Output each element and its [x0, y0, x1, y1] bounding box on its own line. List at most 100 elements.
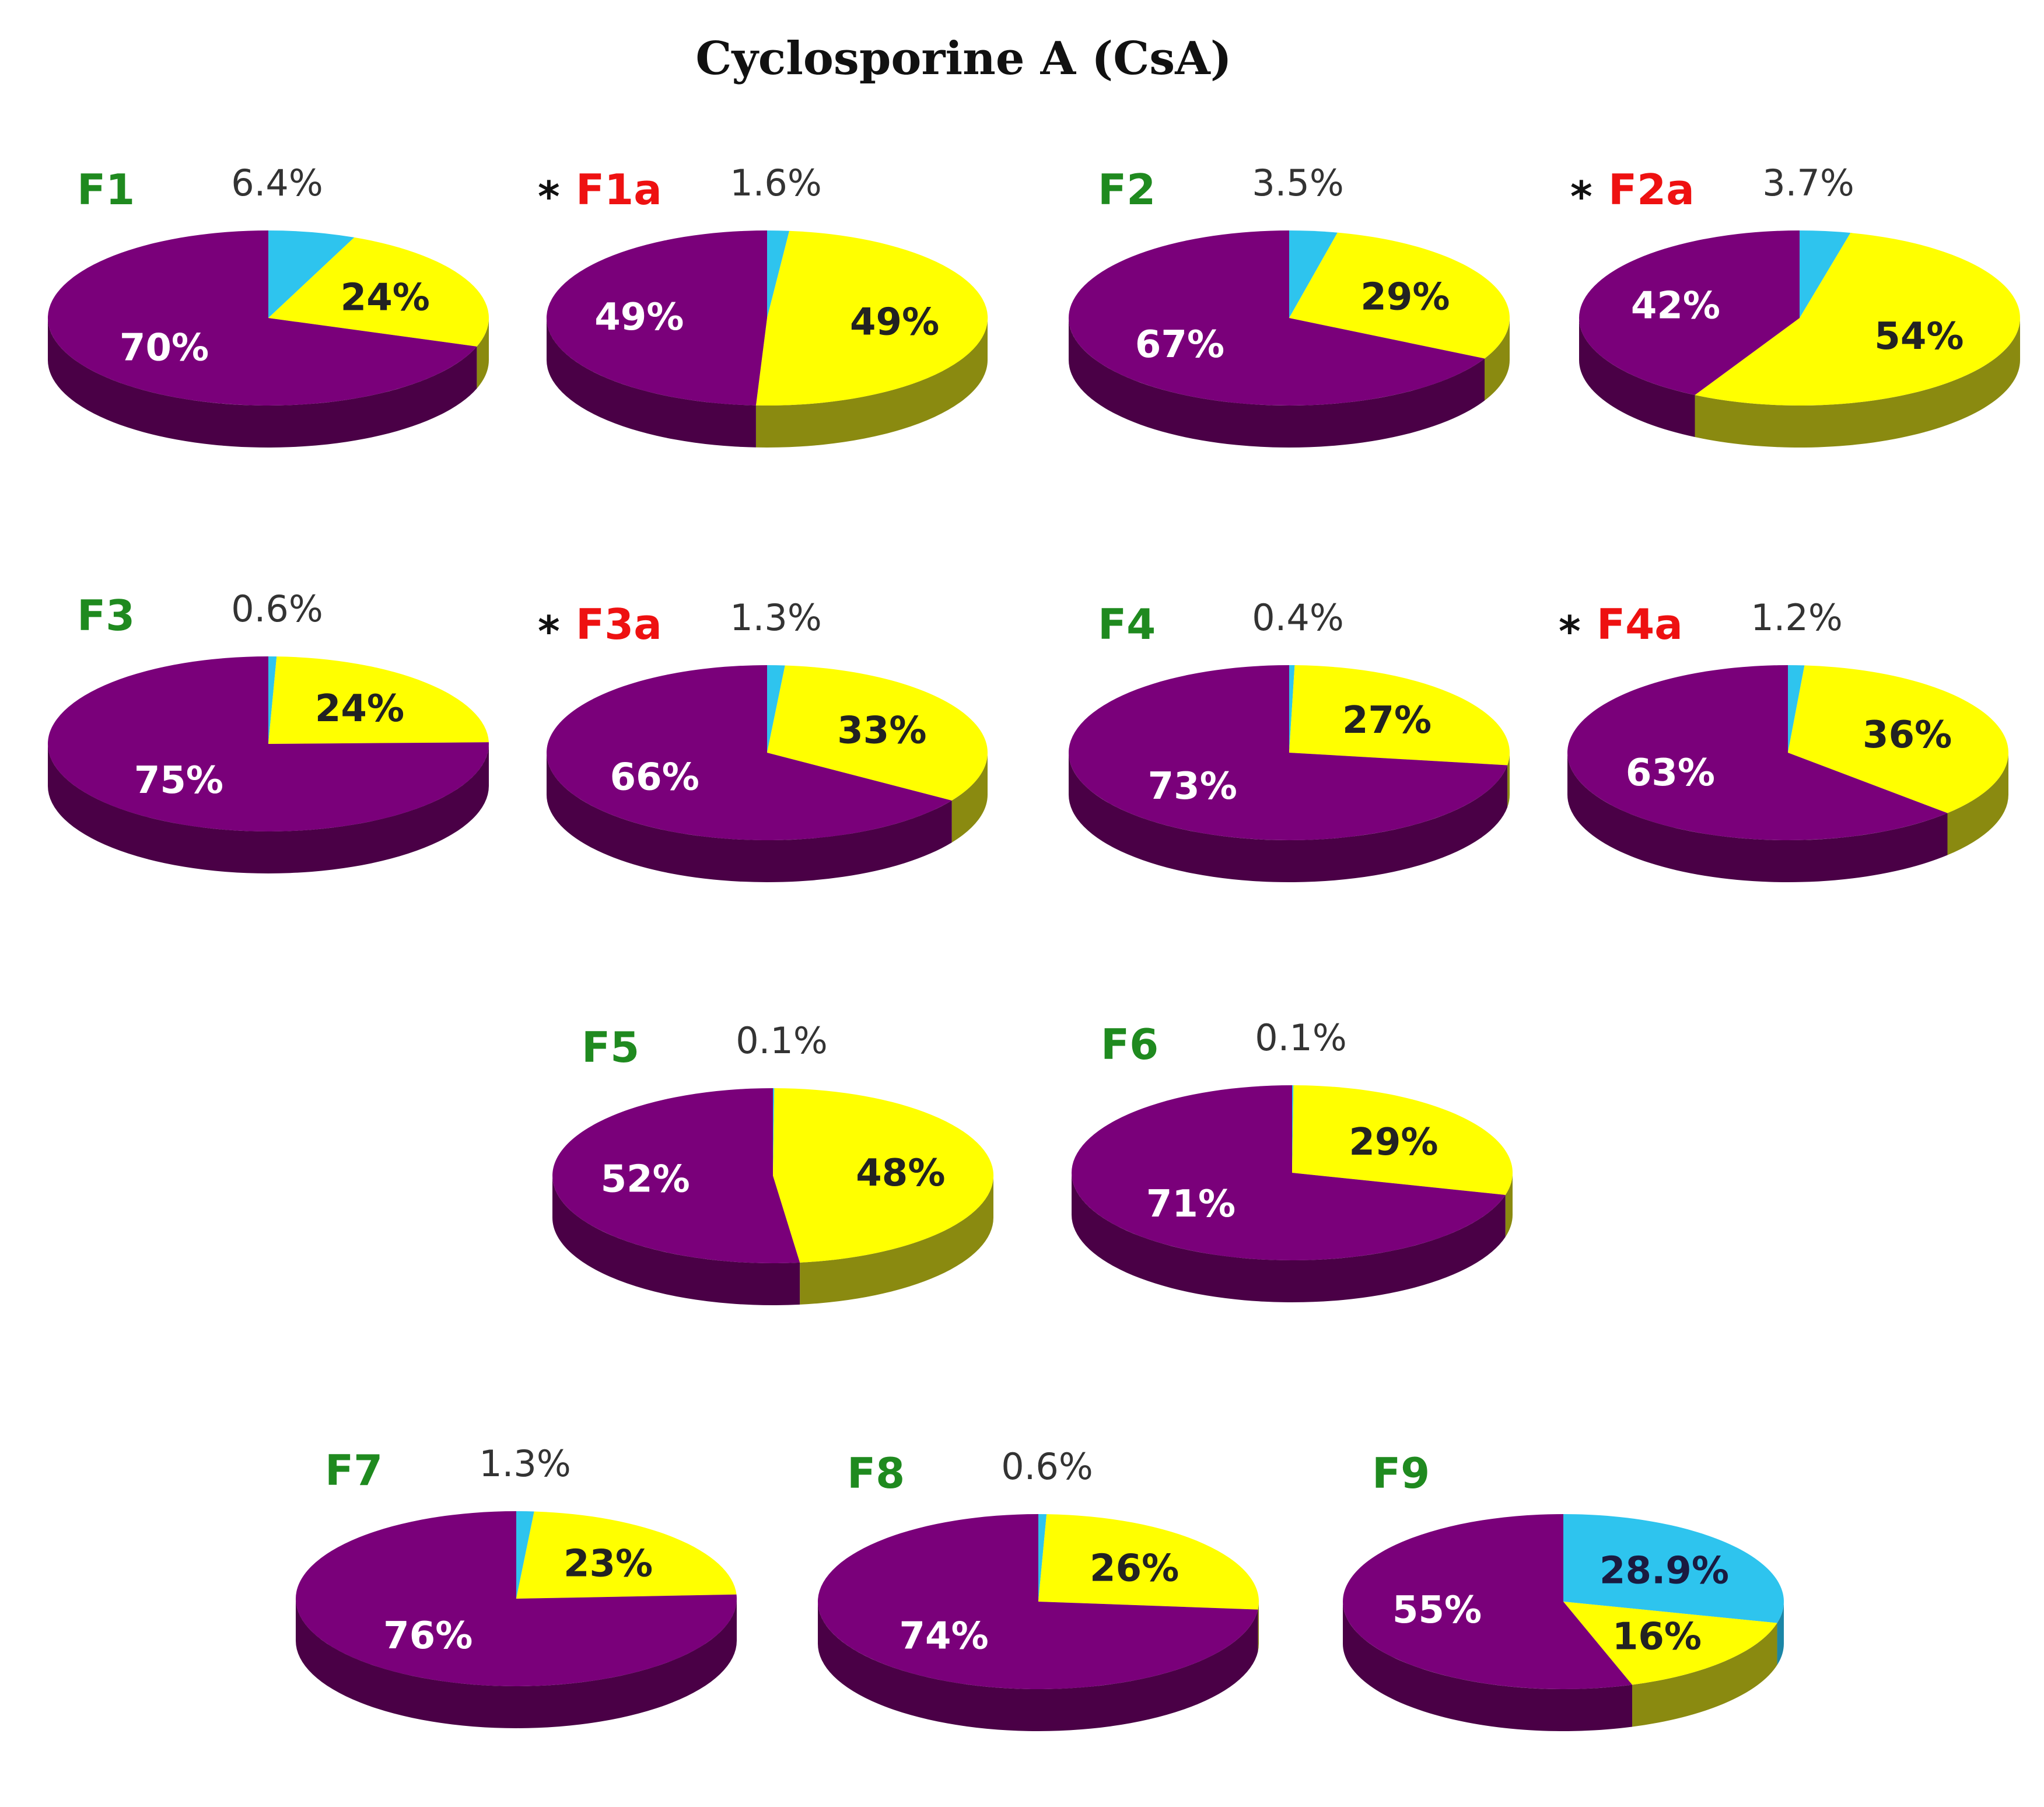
pie-f8-label-yellow: 26%: [1090, 1547, 1179, 1591]
pie-f6-side-yellow: [1505, 1173, 1513, 1237]
pie-f6-name: F6: [1101, 1020, 1158, 1069]
pie-f9-label-purple: 55%: [1392, 1589, 1482, 1632]
pie-f1-label-yellow: 24%: [341, 277, 430, 320]
pie-f8-side-yellow: [1258, 1602, 1259, 1652]
pie-f8-label-cyan: 0.6%: [1001, 1445, 1093, 1488]
pie-f9-side-cyan: [1777, 1602, 1784, 1665]
pie-f4-name: F4: [1098, 600, 1156, 649]
pie-f6-slice-cyan: [1292, 1085, 1294, 1173]
pie-f4-label-cyan: 0.4%: [1252, 596, 1344, 639]
pie-f8-slice-yellow: [1038, 1514, 1259, 1610]
pie-f5-slice-yellow: [773, 1088, 994, 1263]
pie-f3: 0.6% 24% 75% F3: [47, 588, 489, 873]
pie-f8-slice-cyan: [1038, 1514, 1047, 1602]
pie-f2-slice-yellow: [1289, 232, 1510, 359]
pie-f7-side-purple: [296, 1599, 737, 1728]
pie-f1a-label-yellow: 49%: [850, 301, 939, 344]
pie-f1a-label-cyan: 1.6%: [730, 162, 822, 204]
pie-f4: 0.4% 27% 73% F4: [1069, 596, 1510, 883]
pie-f2a-slice-yellow: [1695, 233, 2020, 406]
pie-f3a-side-purple: [546, 753, 952, 883]
pie-f6-label-purple: 71%: [1146, 1183, 1236, 1226]
pie-f2: 3.5% 29% 67% F2: [1068, 162, 1510, 448]
pie-f9-slice-purple: [1343, 1514, 1633, 1690]
pie-f1a-slice-yellow: [755, 230, 988, 406]
pie-f3a: 1.3% 33% 66% * F3a: [538, 596, 988, 883]
pie-f2-slice-cyan: [1289, 230, 1338, 318]
pie-f4-label-yellow: 27%: [1342, 699, 1432, 742]
pie-f3-side-purple: [48, 744, 489, 873]
pie-f1a-slice-cyan: [767, 230, 790, 318]
pie-f6-label-yellow: 29%: [1349, 1121, 1438, 1164]
pie-f3a-side-yellow: [951, 753, 988, 843]
pie-f3-slice-yellow: [268, 656, 489, 744]
pie-f8: 0.6% 26% 74% F8: [818, 1445, 1259, 1732]
pie-f3-slice-purple: [47, 656, 489, 831]
pie-f4-side-yellow: [1507, 753, 1510, 808]
pie-f8-side-purple: [818, 1602, 1258, 1732]
pie-f5-slice-cyan: [773, 1088, 775, 1176]
pie-f1a-slice-purple: [546, 230, 767, 406]
pie-f3a-label-yellow: 33%: [837, 709, 926, 753]
pie-f5-name: F5: [582, 1023, 639, 1072]
pie-f4-slice-yellow: [1289, 665, 1510, 766]
pie-f6: 0.1% 29% 71% F6: [1071, 1016, 1513, 1302]
pie-f4a-label-cyan: 1.2%: [1751, 596, 1843, 639]
pie-f9-slice-cyan: [1563, 1514, 1784, 1623]
pie-f9-label-cyan: 28.9%: [1600, 1550, 1729, 1593]
pie-f6-label-cyan: 0.1%: [1255, 1016, 1347, 1059]
pie-f2-label-cyan: 3.5%: [1252, 162, 1344, 204]
pie-f2-name: F2: [1098, 165, 1156, 214]
pie-f1-label-purple: 70%: [120, 327, 209, 370]
pie-f1a-name: F1a: [576, 165, 662, 214]
pie-f4a-label-purple: 63%: [1626, 752, 1715, 795]
pie-f2a-label-purple: 42%: [1631, 285, 1720, 328]
pie-f5-label-purple: 52%: [601, 1158, 690, 1201]
pie-f4a-slice-yellow: [1788, 665, 2009, 813]
pie-f4a-name: F4a: [1597, 600, 1683, 649]
pie-f9-label-yellow: 16%: [1612, 1615, 1702, 1658]
pie-f9-side-purple: [1343, 1602, 1633, 1732]
pie-f5-side-yellow: [800, 1176, 993, 1305]
pie-f2-label-purple: 67%: [1135, 323, 1224, 366]
pie-f5-label-cyan: 0.1%: [736, 1019, 828, 1062]
pie-f2-slice-purple: [1069, 230, 1485, 406]
pie-f2a-star-icon: *: [1570, 172, 1592, 221]
pie-f2a: 3.7% 54% 42% * F2a: [1570, 162, 2020, 448]
pie-f6-slice-yellow: [1292, 1085, 1513, 1195]
pie-f3-label-cyan: 0.6%: [231, 588, 323, 630]
pie-f4a-slice-cyan: [1788, 665, 1805, 753]
pie-f7-slice-cyan: [516, 1511, 534, 1599]
pie-f9: 28.9% 16% 55% F9: [1343, 1449, 1784, 1732]
pie-f4a-side-yellow: [1947, 753, 2008, 855]
pie-f2a-name: F2a: [1608, 165, 1695, 214]
pie-f2a-slice-purple: [1578, 230, 1800, 396]
pie-f2a-label-yellow: 54%: [1874, 315, 1964, 358]
pie-f2-side-purple: [1068, 318, 1485, 448]
pie-f4-side-purple: [1069, 753, 1508, 883]
pie-f8-label-purple: 74%: [900, 1615, 989, 1658]
pie-f1a: 1.6% 49% 49% * F1a: [538, 162, 988, 448]
pie-f3a-slice-yellow: [767, 665, 988, 801]
pie-f3a-label-purple: 66%: [610, 756, 699, 799]
pie-f1-side-yellow: [477, 318, 489, 389]
pie-f1-name: F1: [77, 165, 135, 214]
pie-f7-name: F7: [325, 1446, 383, 1495]
pie-f8-slice-purple: [818, 1514, 1258, 1689]
chart-title: Cyclosporine A (CsA): [695, 32, 1232, 85]
pie-f2a-label-cyan: 3.7%: [1762, 162, 1854, 204]
pie-f9-name: F9: [1372, 1449, 1430, 1498]
pie-f1a-side-yellow: [755, 318, 988, 448]
pie-f6-side-purple: [1072, 1173, 1506, 1302]
pie-f2a-slice-cyan: [1800, 230, 1851, 318]
pie-f4-slice-purple: [1069, 665, 1508, 840]
pie-f1-slice-cyan: [268, 230, 355, 318]
pie-f3-slice-cyan: [268, 656, 277, 744]
pie-f9-side-yellow: [1632, 1623, 1777, 1727]
pie-f3-label-purple: 75%: [134, 759, 223, 802]
pie-f1a-star-icon: *: [538, 172, 560, 221]
pie-f3a-label-cyan: 1.3%: [730, 596, 822, 639]
pie-f3-name: F3: [77, 591, 135, 640]
pie-f4a-label-yellow: 36%: [1863, 714, 1952, 757]
